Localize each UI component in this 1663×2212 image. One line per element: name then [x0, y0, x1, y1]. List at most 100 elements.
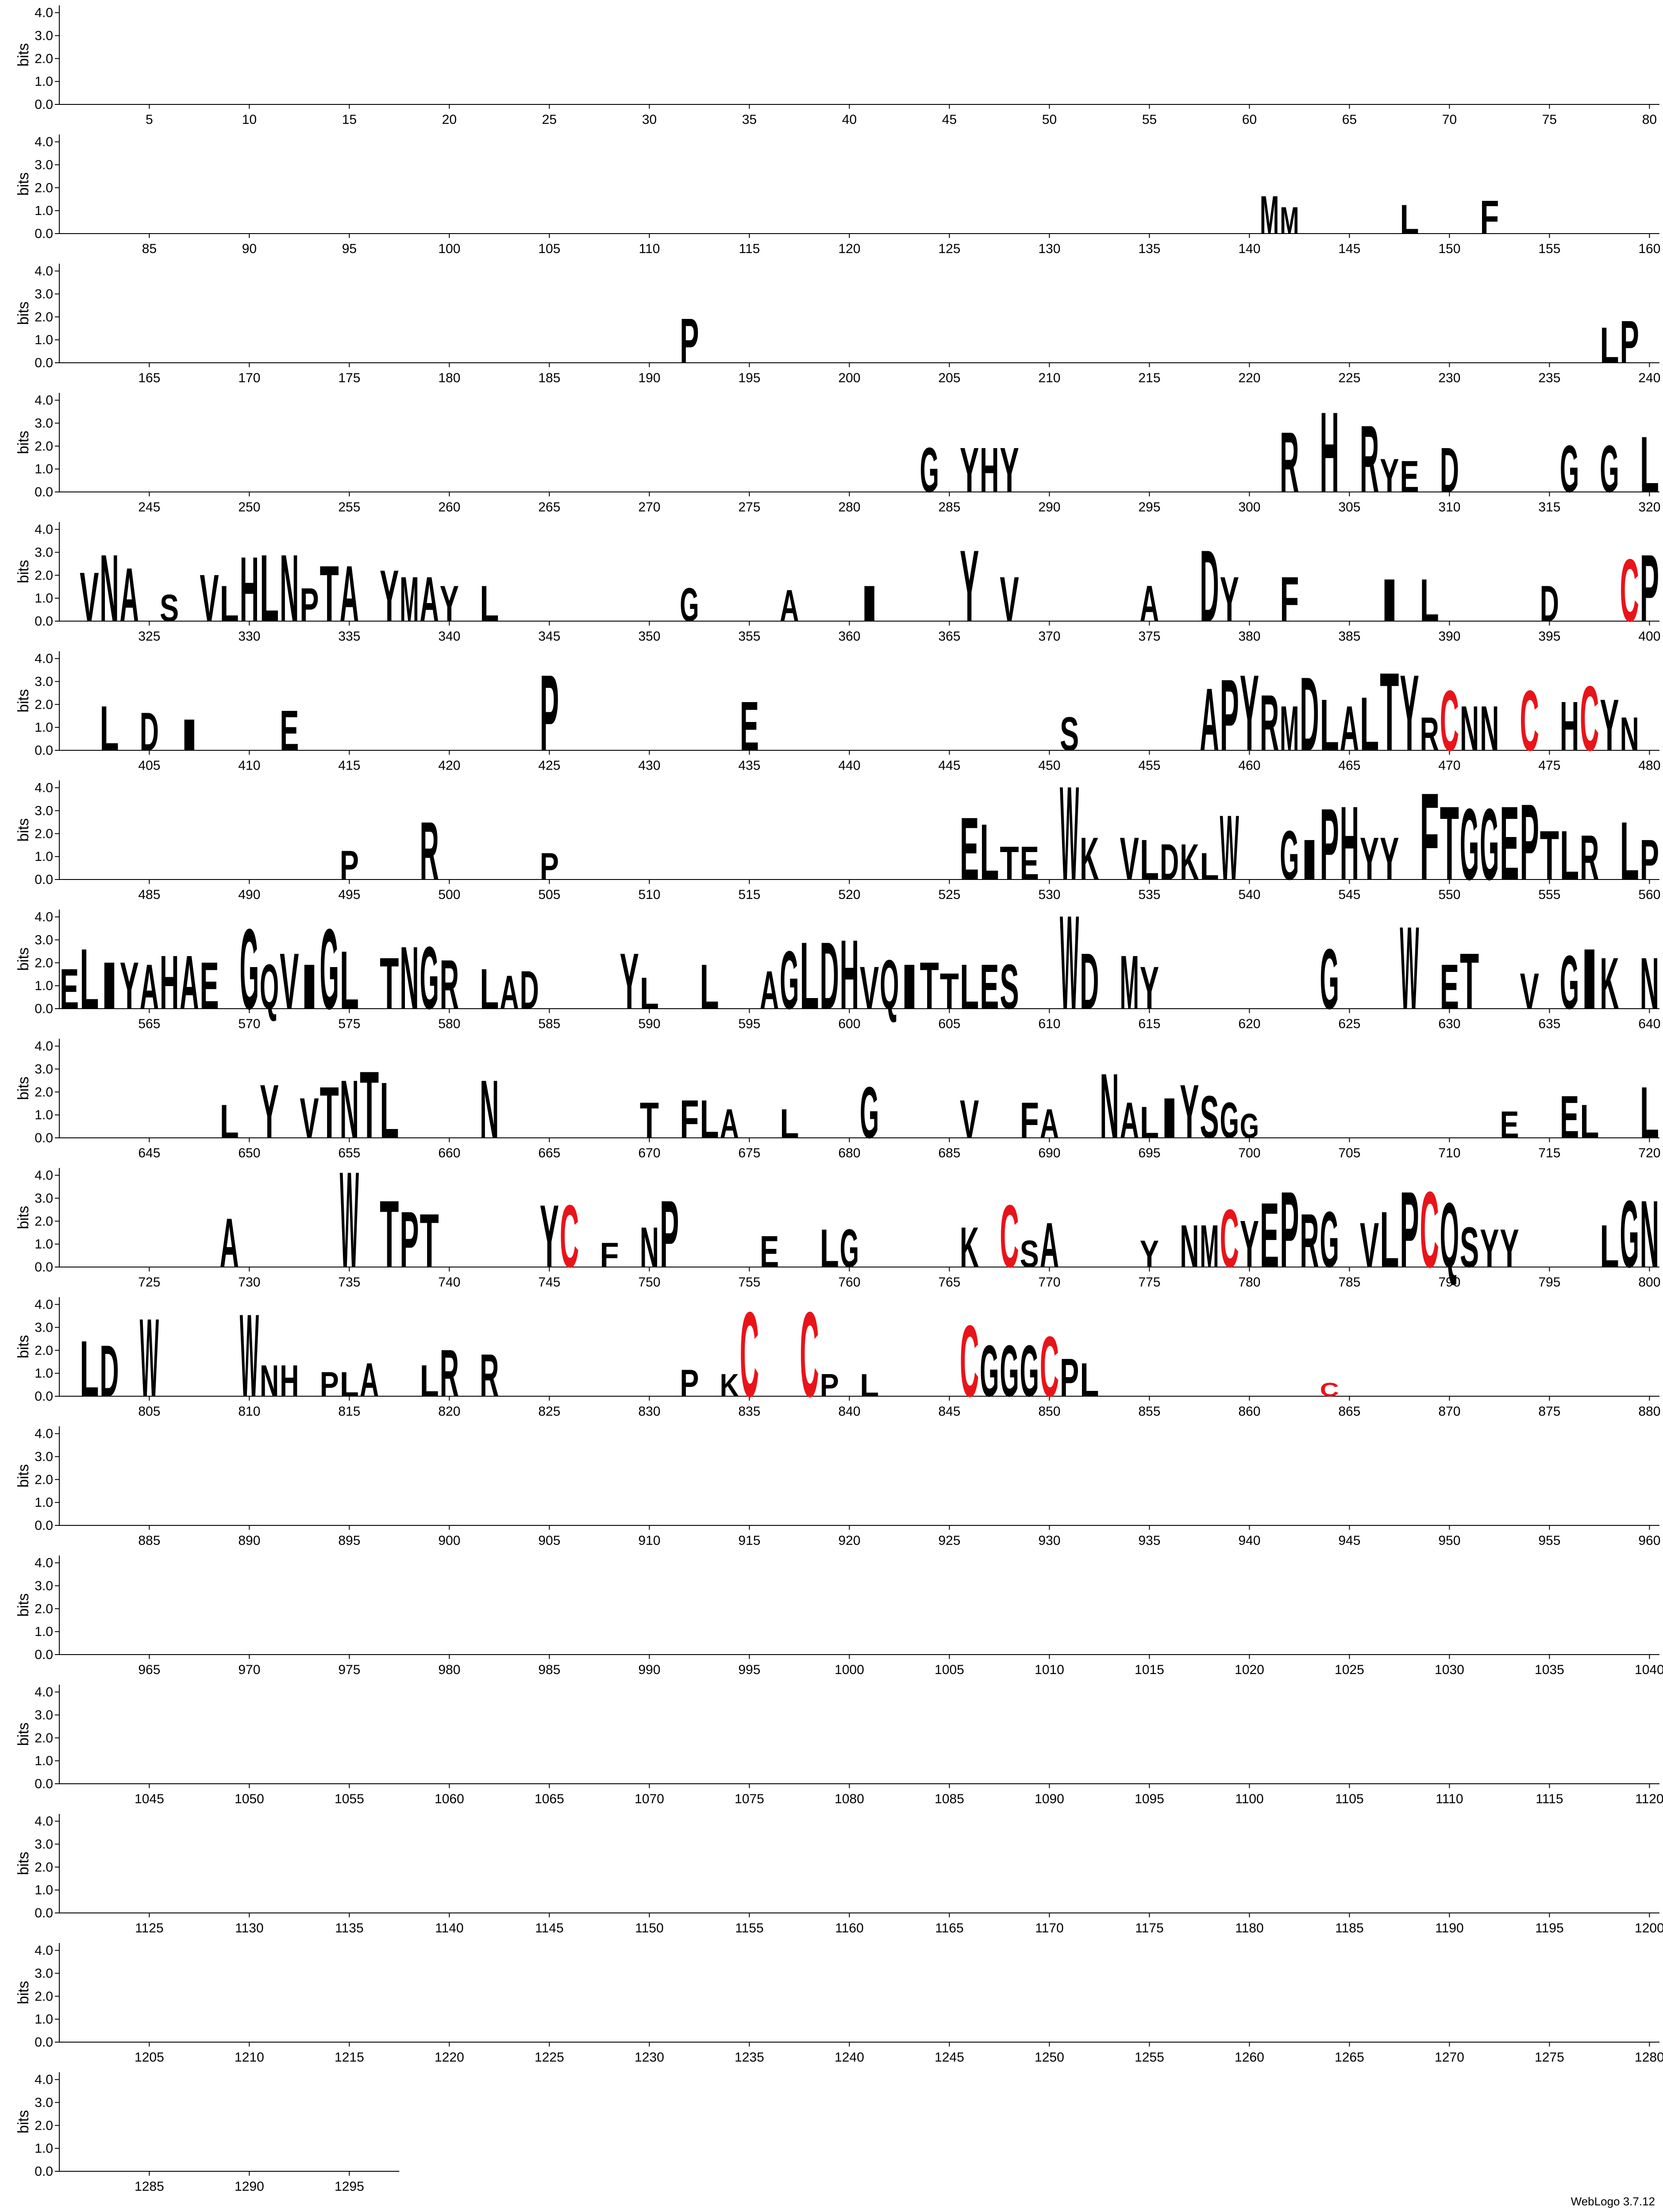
logo-letter: P [540, 653, 559, 774]
logo-letter: N [260, 1356, 279, 1406]
y-tick-label: 2.0 [35, 1343, 53, 1358]
logo-letter: G [1560, 939, 1579, 1025]
x-tick-label: 845 [938, 1404, 960, 1419]
x-tick-label: 430 [638, 758, 660, 773]
x-tick-label: 135 [1138, 242, 1160, 256]
logo-letter: I [1580, 931, 1599, 1027]
logo-letter: V [280, 937, 299, 1026]
x-tick-label: 790 [1438, 1275, 1460, 1290]
logo-letter: A [180, 939, 199, 1025]
x-tick-label: 850 [1038, 1404, 1060, 1419]
x-tick-label: 20 [442, 112, 457, 127]
x-tick-label: 905 [538, 1533, 560, 1548]
x-tick-label: 335 [338, 629, 360, 644]
letter-stack: T [1460, 937, 1479, 1026]
logo-letter: D [520, 960, 539, 1020]
x-tick-label: 1115 [1536, 1792, 1563, 1806]
x-tick-label: 835 [738, 1404, 760, 1419]
letter-stack: C [560, 1187, 579, 1286]
x-tick-label: 600 [838, 1017, 860, 1031]
logo-letter: R [440, 1336, 459, 1411]
y-tick-label: 0.0 [35, 1260, 53, 1275]
logo-letter: E [280, 698, 299, 763]
letter-stack: M [1260, 184, 1279, 245]
y-axis-label: bits [15, 1852, 32, 1875]
y-tick-label: 3.0 [35, 933, 53, 947]
logo-letter: G [1320, 1195, 1339, 1284]
x-tick-label: 920 [838, 1533, 860, 1548]
x-tick-label: 270 [638, 500, 660, 515]
y-tick-label: 4.0 [35, 1427, 53, 1441]
x-tick-label: 735 [338, 1275, 360, 1290]
letter-stack: V [1360, 1210, 1379, 1281]
x-tick-label: 420 [438, 758, 460, 773]
logo-letter: L [80, 931, 99, 1027]
y-tick-label: 1.0 [35, 979, 53, 993]
x-tick-label: 40 [842, 112, 857, 127]
x-tick-label: 450 [1038, 758, 1060, 773]
x-tick-label: 305 [1338, 500, 1360, 515]
x-tick-label: 1075 [735, 1792, 764, 1806]
letter-stack: P [1220, 658, 1239, 772]
letter-stack: Y [540, 1187, 559, 1286]
logo-letter: I [1300, 827, 1319, 892]
logo-letter: K [1180, 833, 1199, 890]
y-axis-label: bits [15, 1206, 32, 1229]
letter-stack: G [1320, 931, 1339, 1027]
logo-letter: A [1120, 1091, 1139, 1148]
letter-stack: D [140, 701, 159, 762]
x-tick-label: 595 [738, 1017, 760, 1031]
x-tick-label: 295 [1138, 500, 1160, 515]
letter-stack: M [400, 564, 419, 635]
letter-stack: E [200, 949, 219, 1023]
logo-letter: G [1280, 817, 1299, 895]
x-tick-label: 1165 [935, 1921, 964, 1936]
y-tick-label: 2.0 [35, 1085, 53, 1099]
logo-letter: N [280, 535, 299, 641]
logo-letter: W [140, 1295, 159, 1420]
letter-stack: L [780, 1100, 799, 1147]
x-tick-label: 1020 [1235, 1663, 1264, 1677]
y-tick-label: 1.0 [35, 2012, 53, 2027]
letter-stack: T [940, 962, 959, 1019]
letter-stack: P [1640, 535, 1659, 641]
letter-stack: N [340, 1063, 359, 1156]
x-tick-label: 1220 [435, 2050, 464, 2065]
x-tick-label: 120 [838, 242, 860, 256]
letter-stack: P [540, 653, 559, 774]
x-tick-label: 175 [338, 371, 360, 385]
letter-stack: A [360, 1353, 379, 1406]
y-tick-label: 1.0 [35, 1754, 53, 1768]
x-tick-label: 465 [1338, 758, 1360, 773]
letter-stack: S [1020, 1232, 1039, 1275]
letter-stack: A [500, 966, 519, 1019]
logo-letter: L [980, 807, 999, 897]
x-tick-label: 1245 [935, 2050, 964, 2065]
x-tick-label: 1150 [635, 1921, 664, 1936]
letter-stack: S [1060, 707, 1079, 760]
letter-stack: I [1160, 1086, 1179, 1150]
letter-stack: Y [1220, 564, 1239, 635]
logo-letter: L [1600, 1213, 1619, 1280]
x-tick-label: 190 [638, 371, 660, 385]
x-tick-label: 290 [1038, 500, 1060, 515]
letter-stack: D [1160, 833, 1179, 890]
logo-letter: G [1000, 1330, 1019, 1412]
x-tick-label: 160 [1638, 242, 1660, 256]
y-tick-label: 2.0 [35, 310, 53, 324]
y-tick-label: 3.0 [35, 2095, 53, 2110]
x-tick-label: 1270 [1435, 2050, 1464, 2065]
x-tick-label: 605 [938, 1017, 960, 1031]
letter-stack: P [340, 842, 359, 888]
letter-stack: G [860, 1071, 879, 1153]
letter-stack: L [700, 952, 719, 1022]
logo-letter: Y [380, 555, 399, 637]
letter-stack: F [1020, 1091, 1039, 1148]
letter-stack: E [1500, 784, 1519, 902]
logo-letter: P [680, 306, 699, 376]
logo-letter: L [220, 575, 239, 632]
logo-letter: L [1380, 1195, 1399, 1284]
x-tick-label: 1080 [835, 1792, 864, 1806]
x-tick-label: 15 [342, 112, 357, 127]
logo-letter: Y [1220, 564, 1239, 635]
